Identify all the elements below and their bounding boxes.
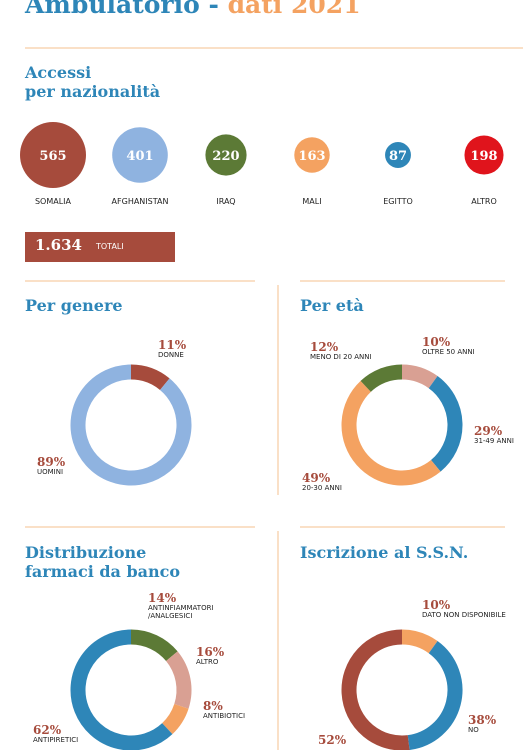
total-box bbox=[25, 232, 175, 262]
value-label: 8% bbox=[203, 699, 223, 713]
bubble-label: SOMALIA bbox=[34, 197, 72, 206]
bubble-label: MALI bbox=[302, 197, 322, 206]
category-label: ANTIBIOTICI bbox=[203, 712, 246, 720]
category-label: 31-49 ANNI bbox=[474, 437, 514, 445]
bubble-label: AFGHANISTAN bbox=[111, 197, 169, 206]
donut-segment bbox=[341, 629, 410, 750]
bubble-value: 163 bbox=[298, 149, 325, 164]
category-label: OLTRE 50 ANNI bbox=[422, 348, 475, 356]
category-label: MENO DI 20 ANNI bbox=[310, 353, 372, 361]
value-label: 52% bbox=[318, 733, 347, 747]
bubble-value: 565 bbox=[39, 149, 66, 164]
section-title: Iscrizione al S.S.N. bbox=[300, 543, 469, 562]
donut-segment bbox=[401, 629, 438, 654]
value-label: 49% bbox=[302, 471, 331, 485]
donut-segment bbox=[130, 364, 170, 391]
bubble-value: 87 bbox=[389, 149, 407, 164]
total-value: 1.634 bbox=[35, 236, 82, 254]
bubble bbox=[205, 134, 247, 176]
category-label: ANTIPIRETICI bbox=[33, 736, 79, 744]
value-label: 11% bbox=[158, 338, 187, 352]
value-label: 10% bbox=[422, 335, 451, 349]
title-accent: dati 2021 bbox=[227, 0, 361, 19]
section-title: Per genere bbox=[25, 296, 123, 315]
bubble bbox=[294, 137, 330, 173]
category-label: ALTRO bbox=[196, 658, 219, 666]
section-title: Accessi per nazionalità bbox=[25, 63, 161, 102]
bubble bbox=[20, 122, 86, 188]
value-label: 38% bbox=[468, 713, 497, 727]
bubble bbox=[464, 135, 504, 175]
total-text: TOTALI bbox=[96, 242, 124, 251]
category-label: NO bbox=[468, 726, 479, 734]
bubble-label: IRAQ bbox=[216, 197, 236, 206]
donut-segment bbox=[161, 703, 189, 735]
donut-segment bbox=[130, 629, 178, 662]
section-title: Per età bbox=[300, 296, 364, 315]
category-label: DATO NON DISPONIBILE bbox=[422, 611, 506, 619]
donut-segment bbox=[70, 364, 192, 486]
value-label: 89% bbox=[37, 455, 66, 469]
donut-segment bbox=[407, 641, 463, 750]
section-title: Distribuzione farmaci da banco bbox=[25, 543, 181, 582]
category-label: UOMINI bbox=[37, 468, 64, 476]
donut-segment bbox=[165, 651, 192, 709]
bubble-value: 401 bbox=[126, 149, 153, 164]
bubble bbox=[112, 127, 168, 183]
title: Ambulatorio - bbox=[25, 0, 219, 19]
value-label: 14% bbox=[148, 591, 177, 605]
bubble-value: 198 bbox=[470, 149, 497, 164]
page-title: Ambulatorio - dati 2021 bbox=[25, 0, 361, 19]
category-label: DONNE bbox=[158, 351, 184, 359]
bubble-value: 220 bbox=[212, 149, 239, 164]
donut-segment bbox=[70, 629, 173, 750]
donut-segment bbox=[401, 364, 438, 389]
value-label: 10% bbox=[422, 598, 451, 612]
value-label: 16% bbox=[196, 645, 225, 659]
value-label: 12% bbox=[310, 340, 339, 354]
donut-segment bbox=[341, 380, 441, 486]
category-label: ANTINFIAMMATORI /ANALGESICI bbox=[148, 604, 214, 620]
donut-segment bbox=[360, 364, 403, 393]
bubble-label: EGITTO bbox=[383, 197, 413, 206]
bubble-label: ALTRO bbox=[471, 197, 497, 206]
value-label: 62% bbox=[33, 723, 62, 737]
category-label: 20-30 ANNI bbox=[302, 484, 342, 492]
donut-segment bbox=[428, 376, 463, 472]
bubble bbox=[385, 142, 411, 168]
value-label: 29% bbox=[474, 424, 503, 438]
